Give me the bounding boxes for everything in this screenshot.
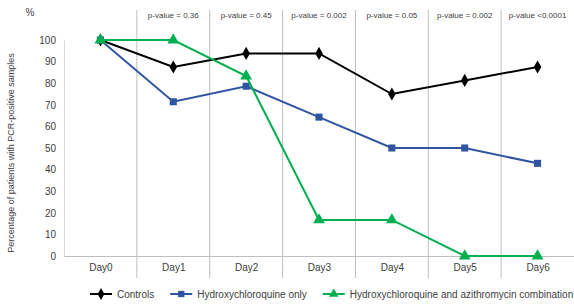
marker	[461, 74, 469, 87]
y-tick-label: 10	[45, 229, 57, 240]
y-tick: 100	[39, 35, 64, 46]
x-tick: Day3	[308, 256, 332, 273]
x-tick-label: Day1	[162, 262, 186, 273]
y-tick: 10	[45, 229, 64, 240]
x-tick-label: Day5	[454, 262, 478, 273]
marker	[459, 249, 471, 259]
y-tick: 80	[45, 78, 64, 89]
y-tick: 50	[45, 143, 64, 154]
grid-line	[282, 10, 283, 278]
p-value: p-value = 0.05	[366, 11, 417, 20]
y-tick-label: 90	[45, 56, 57, 67]
y-tick-label: 100	[39, 35, 56, 46]
y-tick: 0	[50, 251, 64, 262]
x-axis: Day0 Day1 Day2 Day3 Day4 Day5 Day6	[65, 256, 574, 273]
marker	[315, 47, 323, 60]
legend-label: Hydroxychloroquine only	[197, 289, 307, 300]
marker	[534, 60, 542, 73]
y-tick: 20	[45, 208, 64, 219]
grid	[137, 10, 501, 278]
y-tick: 30	[45, 186, 64, 197]
x-tick: Day4	[381, 256, 405, 273]
y-tick-label: 20	[45, 208, 57, 219]
marker	[170, 98, 177, 105]
legend-marker	[329, 288, 339, 296]
marker	[315, 114, 322, 121]
y-tick-label: 60	[45, 121, 57, 132]
y-tick-label: 50	[45, 143, 57, 154]
series-line	[100, 40, 537, 163]
p-value: p-value = 0.45	[221, 11, 272, 20]
marker	[243, 83, 250, 90]
marker	[242, 47, 250, 60]
grid-line	[501, 10, 502, 278]
grid-line	[209, 10, 210, 278]
marker	[169, 60, 177, 73]
y-axis-title: Percentage of patients with PCR-positive…	[6, 53, 16, 253]
marker	[95, 33, 107, 43]
series-line	[100, 40, 537, 256]
marker	[167, 33, 179, 43]
marker	[388, 144, 395, 151]
legend: Controls Hydroxychloroquine only Hydroxych…	[90, 288, 573, 300]
x-tick-label: Day4	[381, 262, 405, 273]
legend-item: Controls	[90, 288, 154, 300]
x-tick-label: Day0	[89, 262, 113, 273]
marker	[313, 213, 325, 223]
grid-line	[355, 10, 356, 278]
x-tick-label: Day6	[526, 262, 550, 273]
p-value: p-value = 0.36	[148, 11, 199, 20]
legend-marker	[98, 288, 105, 300]
legend-label: Controls	[117, 289, 154, 300]
series-line	[100, 40, 537, 94]
legend-marker	[178, 291, 184, 297]
p-value: p-value = 0.002	[291, 11, 347, 20]
legend-label: Hydroxychloroquine and azithromycin comb…	[350, 289, 573, 300]
p-value: p-value <0.0001	[509, 11, 567, 20]
y-axis: 0 10 20 30 40 50 60 70 80 90 100	[39, 35, 64, 262]
y-tick: 40	[45, 164, 64, 175]
x-tick: Day1	[162, 256, 186, 273]
plot-area	[95, 33, 544, 259]
y-tick: 70	[45, 100, 64, 111]
y-axis-line	[64, 41, 65, 257]
x-tick-label: Day2	[235, 262, 259, 273]
y-tick: 60	[45, 121, 64, 132]
x-tick: Day0	[89, 256, 113, 273]
x-tick: Day2	[235, 256, 259, 273]
marker	[461, 144, 468, 151]
y-tick-label: 70	[45, 100, 57, 111]
grid-line	[136, 10, 137, 278]
chart: 0102030405060708090100Day0Day1Day2Day3Da…	[0, 0, 574, 305]
y-tick: 90	[45, 56, 64, 67]
y-tick-label: 80	[45, 78, 57, 89]
y-tick-label: 40	[45, 164, 57, 175]
marker	[532, 249, 544, 259]
legend-item: Hydroxychloroquine only	[170, 289, 307, 300]
marker	[240, 69, 252, 79]
legend-item: Hydroxychloroquine and azithromycin comb…	[323, 288, 573, 299]
p-value: p-value = 0.002	[437, 11, 493, 20]
y-tick-label: 30	[45, 186, 57, 197]
marker	[534, 160, 541, 167]
x-tick-label: Day3	[308, 262, 332, 273]
marker	[386, 213, 398, 223]
marker	[388, 87, 396, 100]
y-tick-label: 0	[50, 251, 56, 262]
y-unit: %	[26, 7, 35, 18]
